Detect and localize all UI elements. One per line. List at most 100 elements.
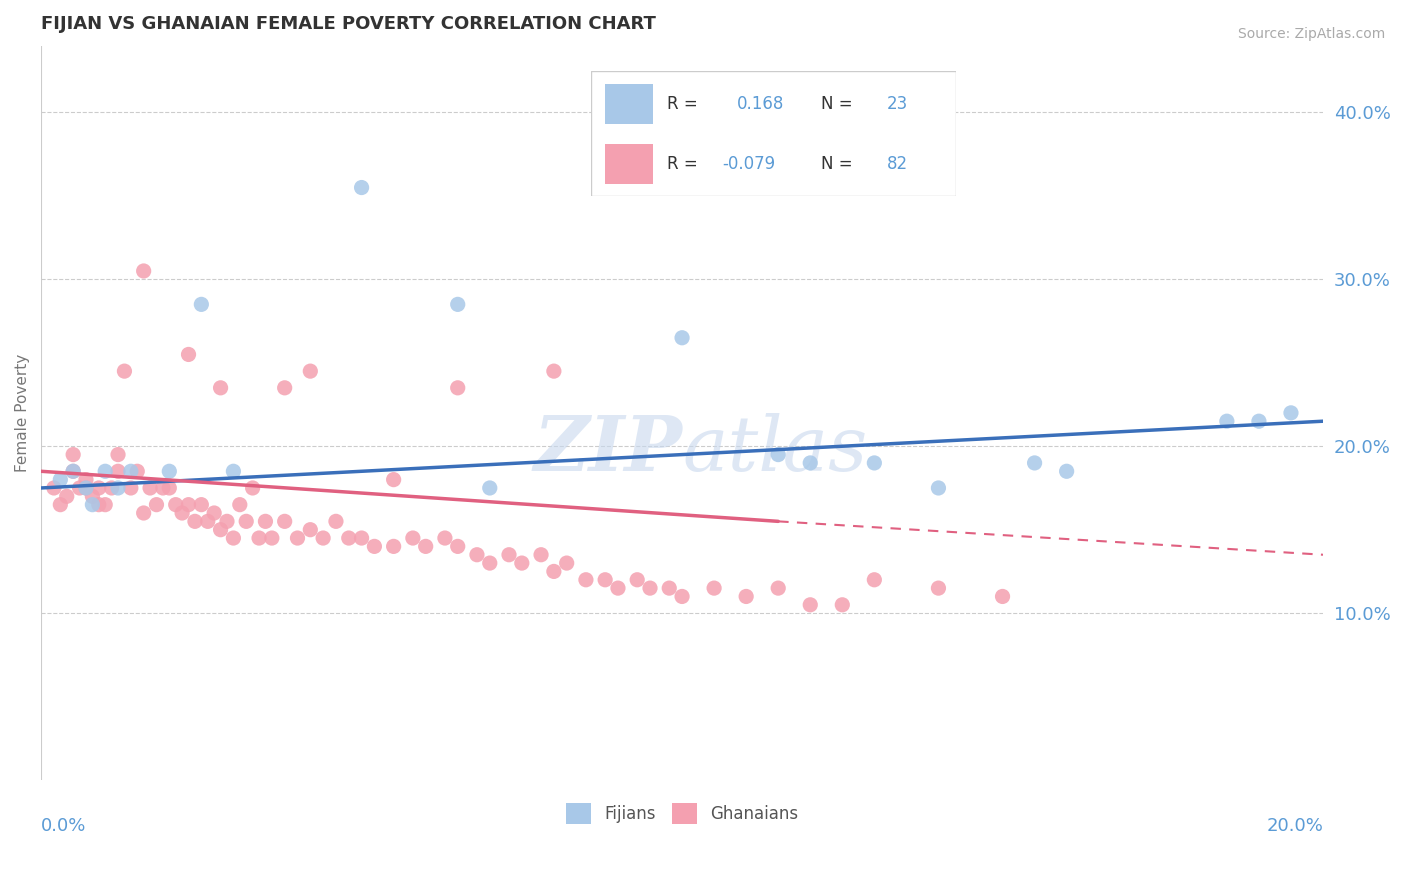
Point xyxy=(1216,414,1239,428)
Point xyxy=(299,523,322,537)
Point xyxy=(863,456,886,470)
Point xyxy=(184,514,207,528)
Point xyxy=(498,548,520,562)
Bar xyxy=(605,144,652,184)
Point xyxy=(132,264,155,278)
Point xyxy=(75,481,97,495)
Point xyxy=(478,556,501,570)
Point xyxy=(363,540,385,554)
Point xyxy=(94,464,117,478)
Point xyxy=(991,590,1014,604)
Point xyxy=(337,531,360,545)
Point xyxy=(831,598,853,612)
Point xyxy=(197,514,219,528)
Text: Source: ZipAtlas.com: Source: ZipAtlas.com xyxy=(1237,27,1385,41)
Point xyxy=(209,381,232,395)
Point xyxy=(287,531,309,545)
Point xyxy=(799,456,821,470)
Point xyxy=(100,481,122,495)
Point xyxy=(107,448,129,462)
Point xyxy=(260,531,283,545)
Point xyxy=(671,331,693,345)
Point xyxy=(222,531,245,545)
Point xyxy=(799,598,821,612)
Point xyxy=(177,347,200,361)
Point xyxy=(607,581,630,595)
Point xyxy=(1024,456,1046,470)
Point xyxy=(202,506,225,520)
Point xyxy=(82,498,104,512)
Point xyxy=(49,473,72,487)
Point xyxy=(735,590,758,604)
Point xyxy=(325,514,347,528)
Point xyxy=(75,481,97,495)
Point xyxy=(382,540,405,554)
Point xyxy=(55,489,77,503)
Point xyxy=(152,481,174,495)
Point xyxy=(254,514,277,528)
Point xyxy=(177,498,200,512)
FancyBboxPatch shape xyxy=(591,71,956,196)
Point xyxy=(94,498,117,512)
Point xyxy=(703,581,725,595)
Point xyxy=(82,489,104,503)
Point xyxy=(235,514,257,528)
Point xyxy=(299,364,322,378)
Point xyxy=(447,297,470,311)
Text: N =: N = xyxy=(821,95,852,112)
Text: -0.079: -0.079 xyxy=(723,155,775,173)
Point xyxy=(49,498,72,512)
Point xyxy=(555,556,578,570)
Point xyxy=(190,297,212,311)
Point xyxy=(107,464,129,478)
Bar xyxy=(605,84,652,124)
Point xyxy=(157,481,180,495)
Point xyxy=(42,481,65,495)
Point xyxy=(350,531,373,545)
Point xyxy=(593,573,616,587)
Point xyxy=(543,565,565,579)
Point xyxy=(107,481,129,495)
Point xyxy=(132,506,155,520)
Point xyxy=(127,464,149,478)
Point xyxy=(543,364,565,378)
Point xyxy=(638,581,661,595)
Point xyxy=(415,540,437,554)
Point xyxy=(139,481,162,495)
Text: R =: R = xyxy=(668,155,697,173)
Point xyxy=(87,498,110,512)
Point xyxy=(209,523,232,537)
Point xyxy=(927,581,949,595)
Point xyxy=(62,448,84,462)
Text: 0.168: 0.168 xyxy=(737,95,785,112)
Point xyxy=(626,573,648,587)
Text: FIJIAN VS GHANAIAN FEMALE POVERTY CORRELATION CHART: FIJIAN VS GHANAIAN FEMALE POVERTY CORREL… xyxy=(41,15,657,33)
Point xyxy=(1056,464,1078,478)
Legend: Fijians, Ghanaians: Fijians, Ghanaians xyxy=(560,797,806,830)
Text: 23: 23 xyxy=(887,95,908,112)
Point xyxy=(229,498,252,512)
Point xyxy=(312,531,335,545)
Point xyxy=(1279,406,1302,420)
Point xyxy=(350,180,373,194)
Point xyxy=(120,464,142,478)
Point xyxy=(273,381,295,395)
Point xyxy=(87,481,110,495)
Point xyxy=(62,464,84,478)
Point xyxy=(575,573,598,587)
Point xyxy=(766,581,789,595)
Point xyxy=(530,548,553,562)
Point xyxy=(247,531,270,545)
Point xyxy=(190,498,212,512)
Point xyxy=(433,531,456,545)
Point xyxy=(242,481,264,495)
Point xyxy=(927,481,949,495)
Point xyxy=(165,498,187,512)
Point xyxy=(447,381,470,395)
Text: 82: 82 xyxy=(887,155,908,173)
Point xyxy=(69,481,91,495)
Point xyxy=(382,473,405,487)
Y-axis label: Female Poverty: Female Poverty xyxy=(15,354,30,472)
Point xyxy=(157,464,180,478)
Point xyxy=(863,573,886,587)
